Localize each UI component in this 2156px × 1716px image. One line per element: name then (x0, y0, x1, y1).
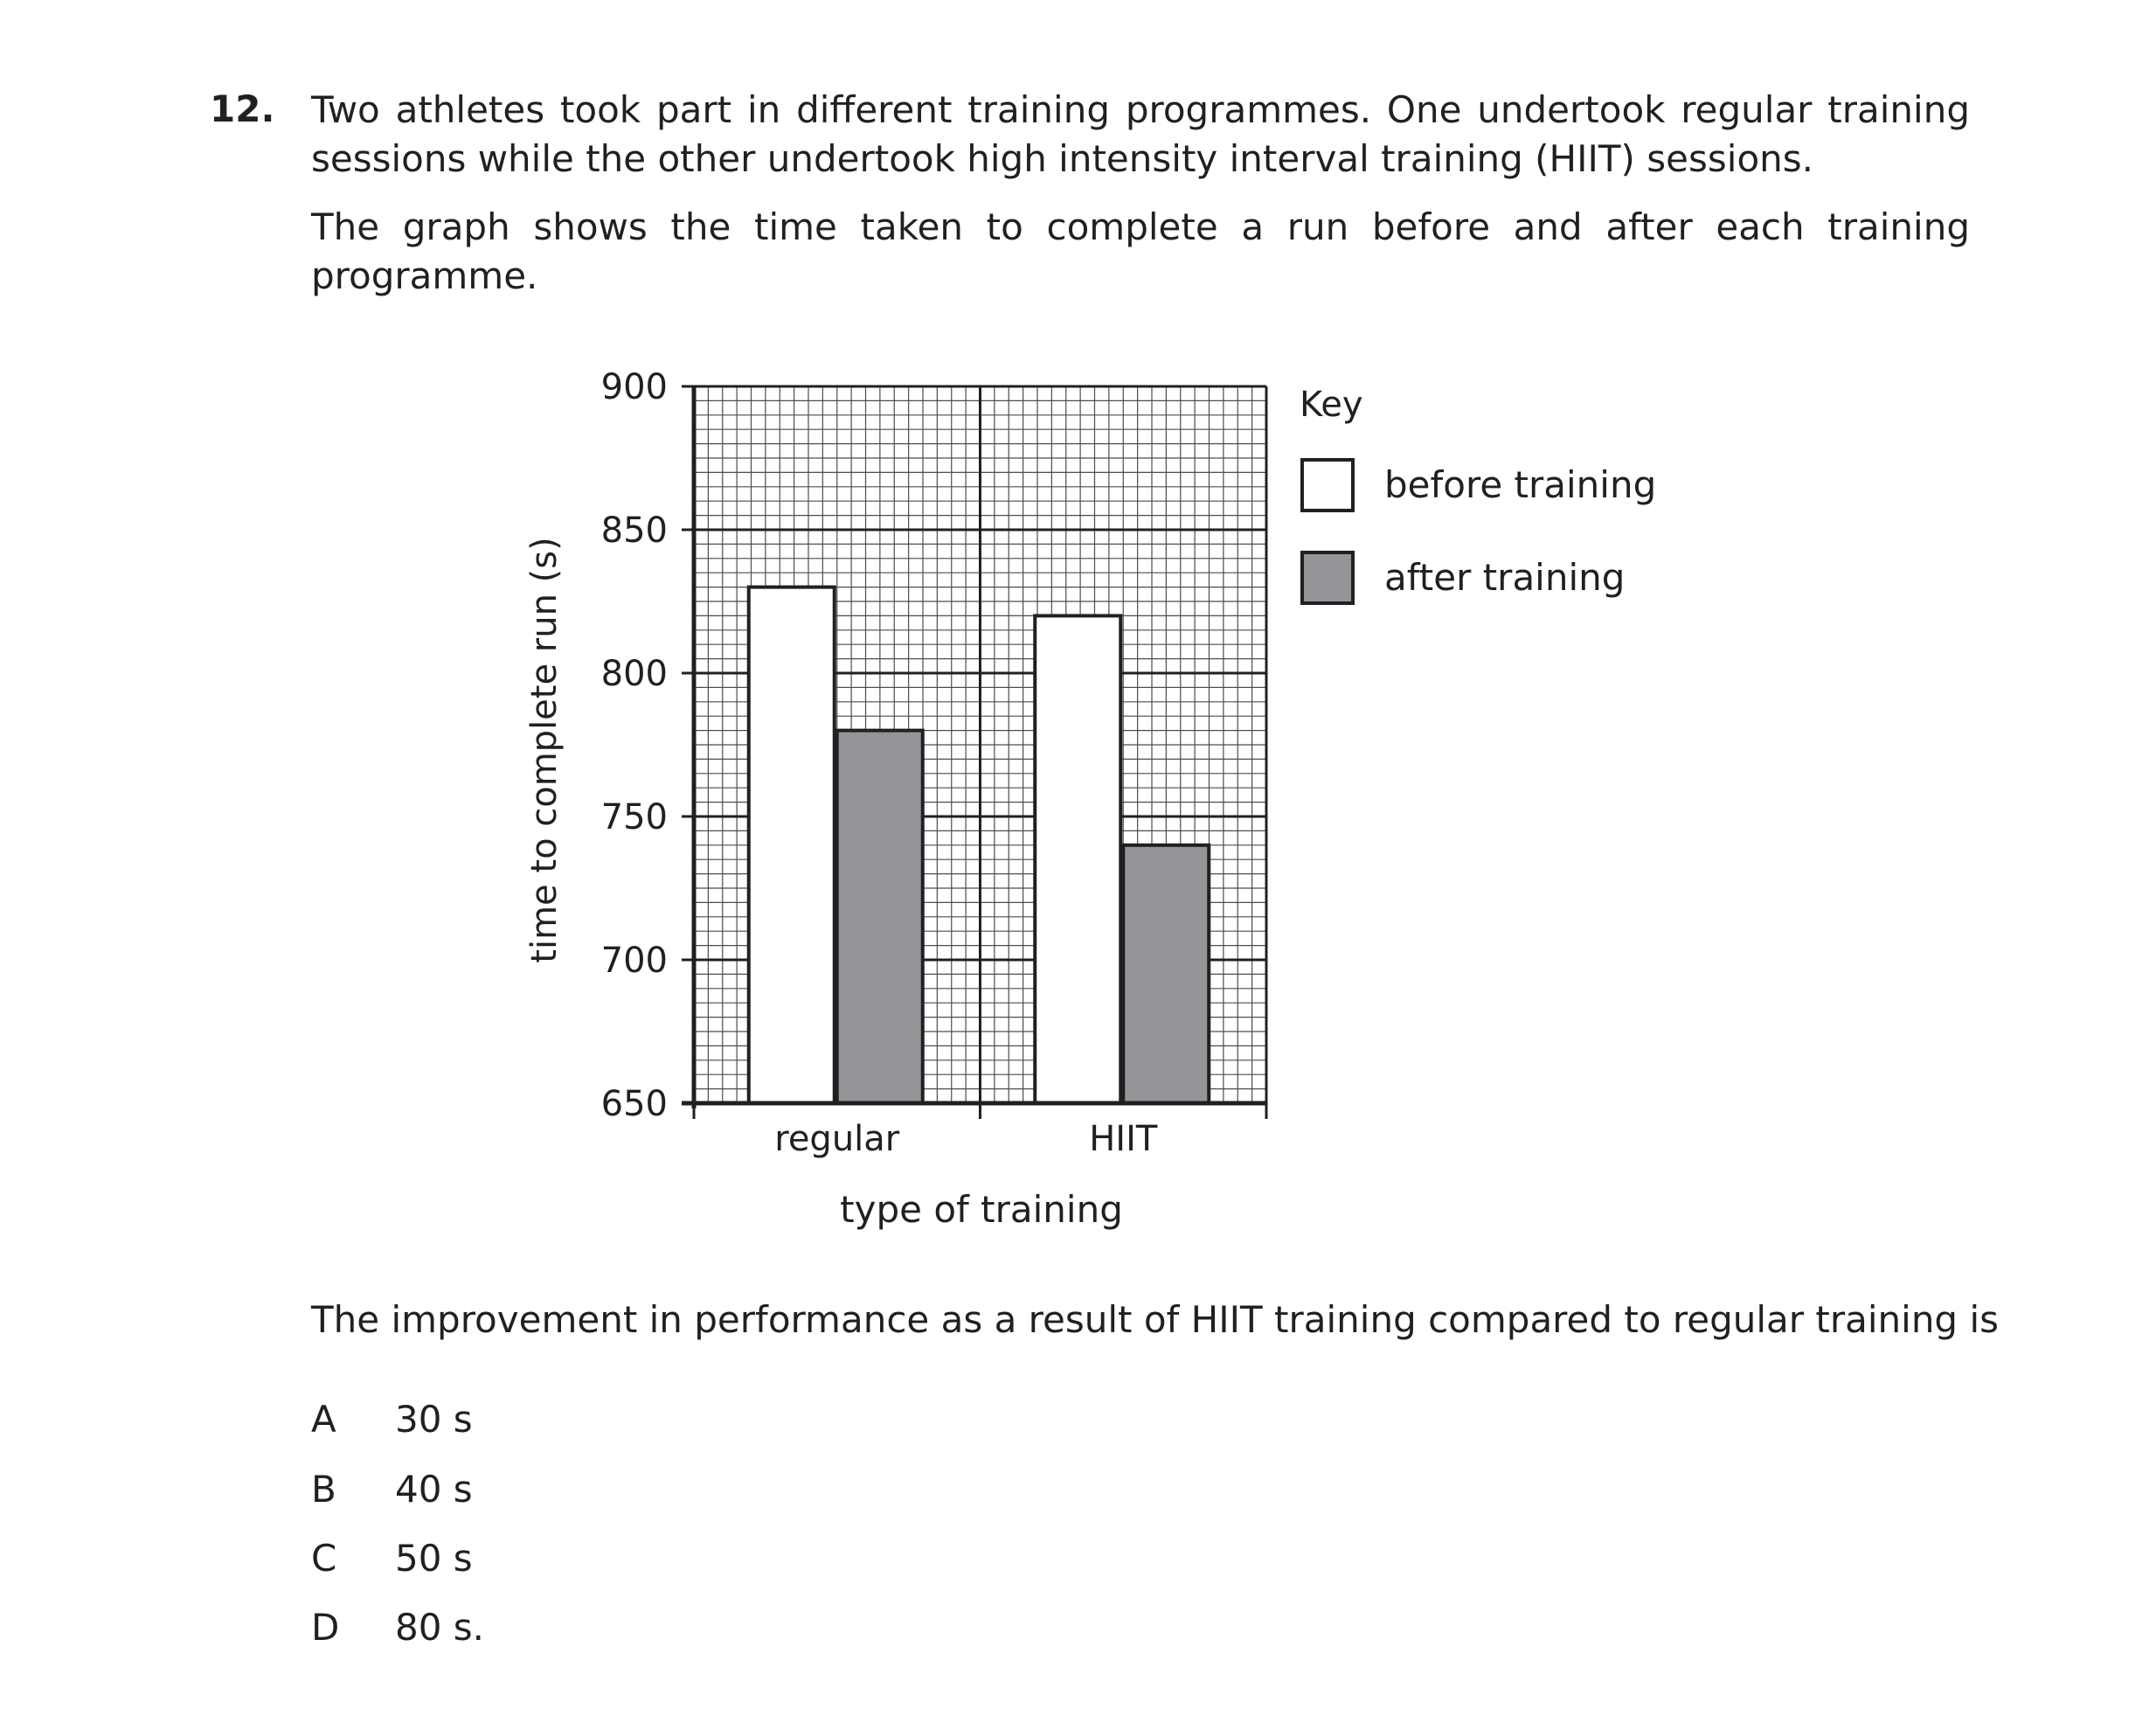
option-text: 80 s. (395, 1606, 485, 1649)
question-intro: Two athletes took part in different trai… (311, 88, 1970, 180)
bar-hiit-after-training (1121, 843, 1211, 1105)
question-prompt: The improvement in performance as a resu… (311, 1298, 1999, 1341)
y-tick-label: 800 (601, 654, 668, 694)
y-axis-label: time to complete run (s) (524, 537, 565, 962)
option-letter: D (311, 1606, 340, 1649)
x-ticks: regular HIIT (774, 1119, 1158, 1159)
bar-hiit-before-training (1033, 614, 1123, 1105)
y-ticks: 650 700 750 800 850 900 (601, 367, 694, 1124)
legend-title: Key (1300, 385, 1363, 425)
y-tick-label: 700 (601, 941, 668, 981)
bar-regular-after-training (835, 728, 925, 1105)
bar-regular-before-training (746, 585, 836, 1105)
x-axis-label: type of training (840, 1188, 1123, 1231)
question-number: 12. (210, 87, 275, 130)
x-tick-label: regular (774, 1119, 900, 1159)
legend-swatch (1300, 458, 1355, 512)
legend: Key before training after training (1300, 385, 1656, 605)
y-tick-label: 650 (601, 1084, 668, 1124)
option-letter: C (311, 1537, 337, 1580)
bar-chart: 650 700 750 800 850 900 regular HIIT time to c… (524, 367, 1656, 1231)
y-tick-label: 900 (601, 367, 668, 407)
legend-swatch (1300, 551, 1355, 605)
option-text: 30 s (395, 1398, 473, 1441)
graph-intro: The graph shows the time taken to comple… (311, 205, 1970, 297)
legend-label: before training (1384, 463, 1656, 506)
axes (682, 386, 1268, 1119)
x-tick-label: HIIT (1089, 1119, 1158, 1159)
y-tick-label: 750 (601, 797, 668, 837)
option-text: 40 s (395, 1468, 473, 1511)
legend-label: after training (1384, 556, 1625, 599)
option-letter: A (311, 1398, 336, 1441)
y-tick-label: 850 (601, 511, 668, 551)
option-text: 50 s (395, 1537, 473, 1580)
option-letter: B (311, 1468, 336, 1511)
